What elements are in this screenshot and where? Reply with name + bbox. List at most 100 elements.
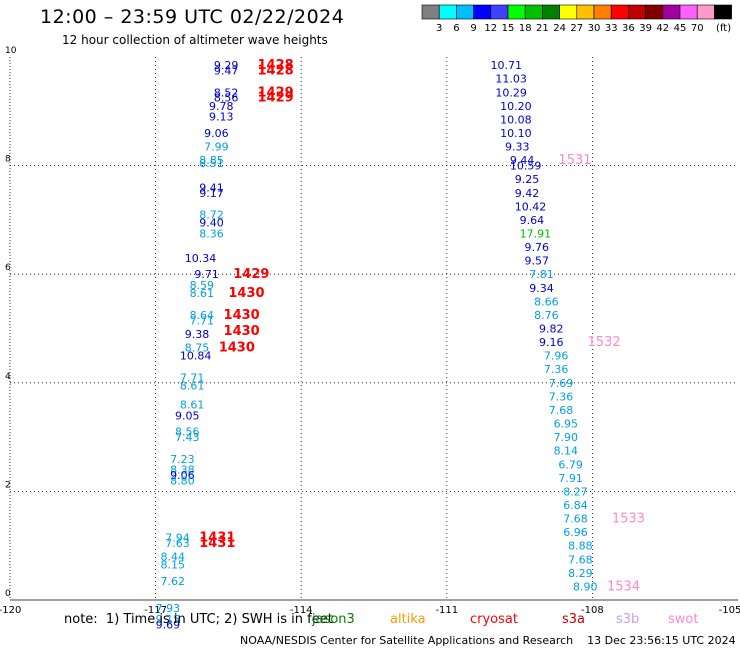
data-point-label: 9.82 — [539, 323, 564, 336]
data-point-label: 9.42 — [515, 187, 540, 200]
data-point-label: 7.36 — [544, 363, 569, 376]
data-point-label: 8.61 — [180, 399, 205, 412]
data-point-label: 1531 — [558, 153, 591, 168]
colorbar-label: 42 — [656, 23, 669, 34]
colorbar-label: 70 — [691, 23, 704, 34]
data-point-label: 7.36 — [549, 390, 574, 403]
data-point-label: 8.52 — [214, 86, 239, 99]
data-point-label: 7.62 — [160, 575, 185, 588]
data-point-label: 9.44 — [510, 154, 534, 167]
data-point-label: 10.20 — [500, 100, 531, 113]
data-point-label: 6.84 — [563, 499, 588, 512]
data-point-label: 9.64 — [520, 214, 545, 227]
data-point-label: 7.91 — [558, 472, 583, 485]
data-point-label: 8.66 — [534, 295, 559, 308]
data-point-label: 9.38 — [185, 328, 210, 341]
colorbar-label: 9 — [470, 23, 476, 34]
data-point-label: 8.64 — [190, 309, 215, 322]
data-point-label: 9.78 — [209, 100, 234, 113]
data-point-label: 8.80 — [170, 475, 195, 488]
data-point-label: 8.15 — [160, 559, 185, 572]
colorbar-label: 24 — [553, 23, 566, 34]
data-point-label: 9.29 — [214, 59, 239, 72]
colorbar-legend: 3 6 9 12 15 18 21 24 27 30 33 36 39 42 45 70 (ft) — [421, 4, 732, 34]
colorbar-label: 12 — [484, 23, 497, 34]
data-point-label: 7.96 — [544, 350, 569, 363]
data-point-label: 1429 — [233, 267, 269, 282]
y-tick-label: 0 — [5, 589, 11, 599]
data-point-label: 10.42 — [515, 200, 547, 213]
data-point-label: 8.36 — [199, 227, 224, 240]
data-point-label: 9.47 — [214, 65, 239, 78]
colorbar-label: 36 — [622, 23, 635, 34]
colorbar-label: 3 — [436, 23, 442, 34]
data-point-label: 9.25 — [515, 173, 540, 186]
x-tick-label: -117 — [144, 605, 167, 616]
data-point-label: 1430 — [228, 286, 264, 301]
data-point-label: 8.29 — [568, 567, 593, 580]
data-point-label: 1428 — [258, 58, 294, 73]
y-tick-label: 10 — [5, 46, 17, 56]
data-point-label: 1430 — [224, 308, 260, 323]
x-tick-label: -114 — [290, 605, 313, 616]
data-point-label: 10.84 — [180, 350, 212, 363]
credit-line: NOAA/NESDIS Center for Satellite Applica… — [240, 634, 736, 647]
colorbar-label: 33 — [605, 23, 618, 34]
data-point-label: 17.91 — [520, 227, 552, 240]
x-tick-label: -108 — [581, 605, 604, 616]
data-point-label: 9.17 — [199, 187, 224, 200]
data-point-label: 1429 — [258, 85, 294, 100]
data-point-label: 10.59 — [510, 160, 541, 173]
data-point-label: 7.93 — [156, 602, 181, 615]
legend-cryosat: cryosat — [470, 612, 518, 627]
data-point-label: 10.10 — [500, 127, 531, 140]
y-tick-label: 6 — [5, 263, 11, 273]
x-tick-label: -111 — [435, 605, 458, 616]
data-point-label: 11.03 — [495, 73, 527, 86]
legend-jason3: jason3 — [312, 612, 355, 627]
data-point-label: 7.71 — [180, 371, 205, 384]
data-point-label: 8.75 — [185, 342, 210, 355]
data-point-label: 8.56 — [175, 426, 200, 439]
data-point-label: 8.88 — [568, 540, 593, 553]
data-point-label: 1533 — [612, 512, 645, 527]
data-point-label: 9.71 — [194, 268, 219, 281]
data-point-label: 7.90 — [554, 431, 579, 444]
data-point-label: 7.94 — [165, 532, 190, 545]
colorbar-label: 30 — [588, 23, 601, 34]
y-tick-label: 8 — [5, 155, 11, 165]
data-point-label: 8.76 — [534, 309, 559, 322]
data-point-label: 8.14 — [554, 445, 579, 458]
data-point-label: 1534 — [607, 579, 640, 594]
colorbar-swatch — [714, 4, 732, 20]
chart-subtitle: 12 hour collection of altimeter wave hei… — [62, 33, 328, 47]
x-tick-label: -105 — [719, 605, 740, 616]
colorbar-label: 39 — [639, 23, 652, 34]
data-point-label: 6.79 — [558, 458, 583, 471]
chart-title: 12:00 – 23:59 UTC 02/22/2024 — [40, 6, 345, 28]
data-point-label: 6.96 — [563, 526, 588, 539]
data-point-label: 8.72 — [199, 208, 224, 221]
data-point-label: 8.61 — [190, 287, 215, 300]
data-point-label: 9.06 — [204, 127, 229, 140]
data-point-label: 7.69 — [549, 377, 574, 390]
legend-s3a: s3a — [562, 612, 586, 627]
data-point-label: 8.61 — [180, 380, 205, 393]
data-point-label: 7.23 — [170, 453, 195, 466]
data-point-label: 1430 — [219, 341, 255, 356]
y-tick-label: 2 — [5, 480, 11, 490]
data-point-label: 1431 — [199, 531, 235, 546]
colorbar-label: 21 — [536, 23, 549, 34]
data-point-label: 1430 — [224, 324, 260, 339]
data-point-label: 9.41 — [199, 181, 224, 194]
data-point-label: 10.08 — [500, 113, 531, 126]
data-point-label: 8.44 — [160, 551, 185, 564]
data-point-label: 9.13 — [209, 111, 234, 124]
data-point-label: 9.57 — [524, 255, 549, 268]
colorbar-unit: (ft) — [716, 23, 731, 34]
data-point-label: 7.68 — [568, 553, 593, 566]
data-point-label: 7.81 — [529, 268, 554, 281]
legend-altika: altika — [390, 612, 426, 627]
data-point-label: 9.06 — [170, 469, 195, 482]
data-point-label: 1429 — [258, 91, 294, 106]
